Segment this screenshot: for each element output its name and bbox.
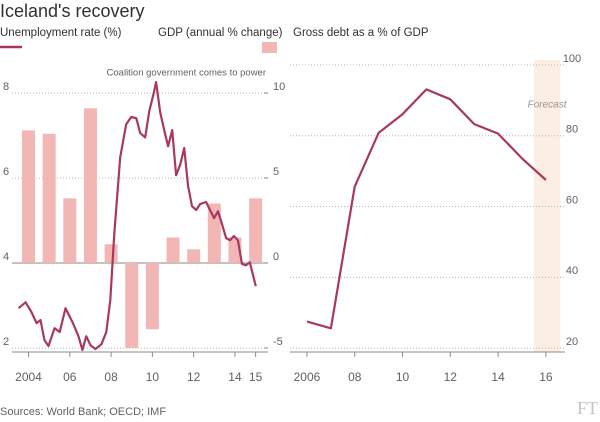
y-tick-label: 8 — [3, 81, 9, 93]
x-tick-label: 2004 — [15, 370, 42, 384]
annotation: Coalition government comes to power — [107, 68, 266, 79]
legend-label: Unemployment rate (%) — [0, 27, 122, 39]
x-tick-label: 06 — [63, 370, 77, 384]
bar — [187, 249, 201, 263]
forecast-label: Forecast — [528, 100, 568, 111]
y2-tick-label: -5 — [273, 336, 283, 348]
logo: FT — [577, 398, 598, 418]
x-tick-label: 14 — [228, 370, 242, 384]
bar — [166, 237, 180, 263]
y-tick-label: 100 — [563, 53, 581, 65]
x-tick-label: 10 — [396, 370, 410, 384]
line — [306, 88, 547, 330]
panel-title: Gross debt as a % of GDP — [293, 27, 429, 39]
x-tick-label: 12 — [444, 370, 458, 384]
legend-label: GDP (annual % change) — [158, 27, 283, 39]
y-tick-label: 60 — [566, 194, 578, 206]
x-tick-label: 10 — [146, 370, 160, 384]
x-tick-label: 12 — [187, 370, 201, 384]
x-tick-label: 14 — [491, 370, 505, 384]
bar — [63, 198, 77, 263]
bar — [125, 262, 139, 348]
forecast-band — [533, 60, 561, 352]
source: Sources: World Bank; OECD; IMF — [0, 406, 166, 418]
y-tick-label: 40 — [566, 265, 578, 277]
y-tick-label: 20 — [566, 336, 578, 348]
x-tick-label: 08 — [104, 370, 118, 384]
y2-tick-label: 10 — [273, 81, 285, 93]
y-tick-label: 80 — [566, 124, 578, 136]
bar — [104, 244, 118, 263]
bar — [207, 203, 221, 263]
x-tick-label: 15 — [249, 370, 263, 384]
x-tick-label: 16 — [539, 370, 553, 384]
y2-tick-label: 5 — [273, 166, 279, 178]
y-tick-label: 2 — [3, 336, 9, 348]
y-tick-label: 6 — [3, 166, 9, 178]
bar — [22, 130, 36, 263]
bar — [83, 108, 97, 263]
chart-title: Iceland's recovery — [0, 1, 145, 21]
line — [17, 81, 257, 351]
legend-swatch — [262, 42, 277, 53]
x-tick-label: 2006 — [294, 370, 321, 384]
y2-tick-label: 0 — [273, 251, 279, 263]
y-tick-label: 4 — [3, 251, 9, 263]
x-tick-label: 08 — [348, 370, 362, 384]
bar — [145, 262, 159, 330]
bar — [249, 198, 263, 263]
bar — [42, 133, 56, 263]
